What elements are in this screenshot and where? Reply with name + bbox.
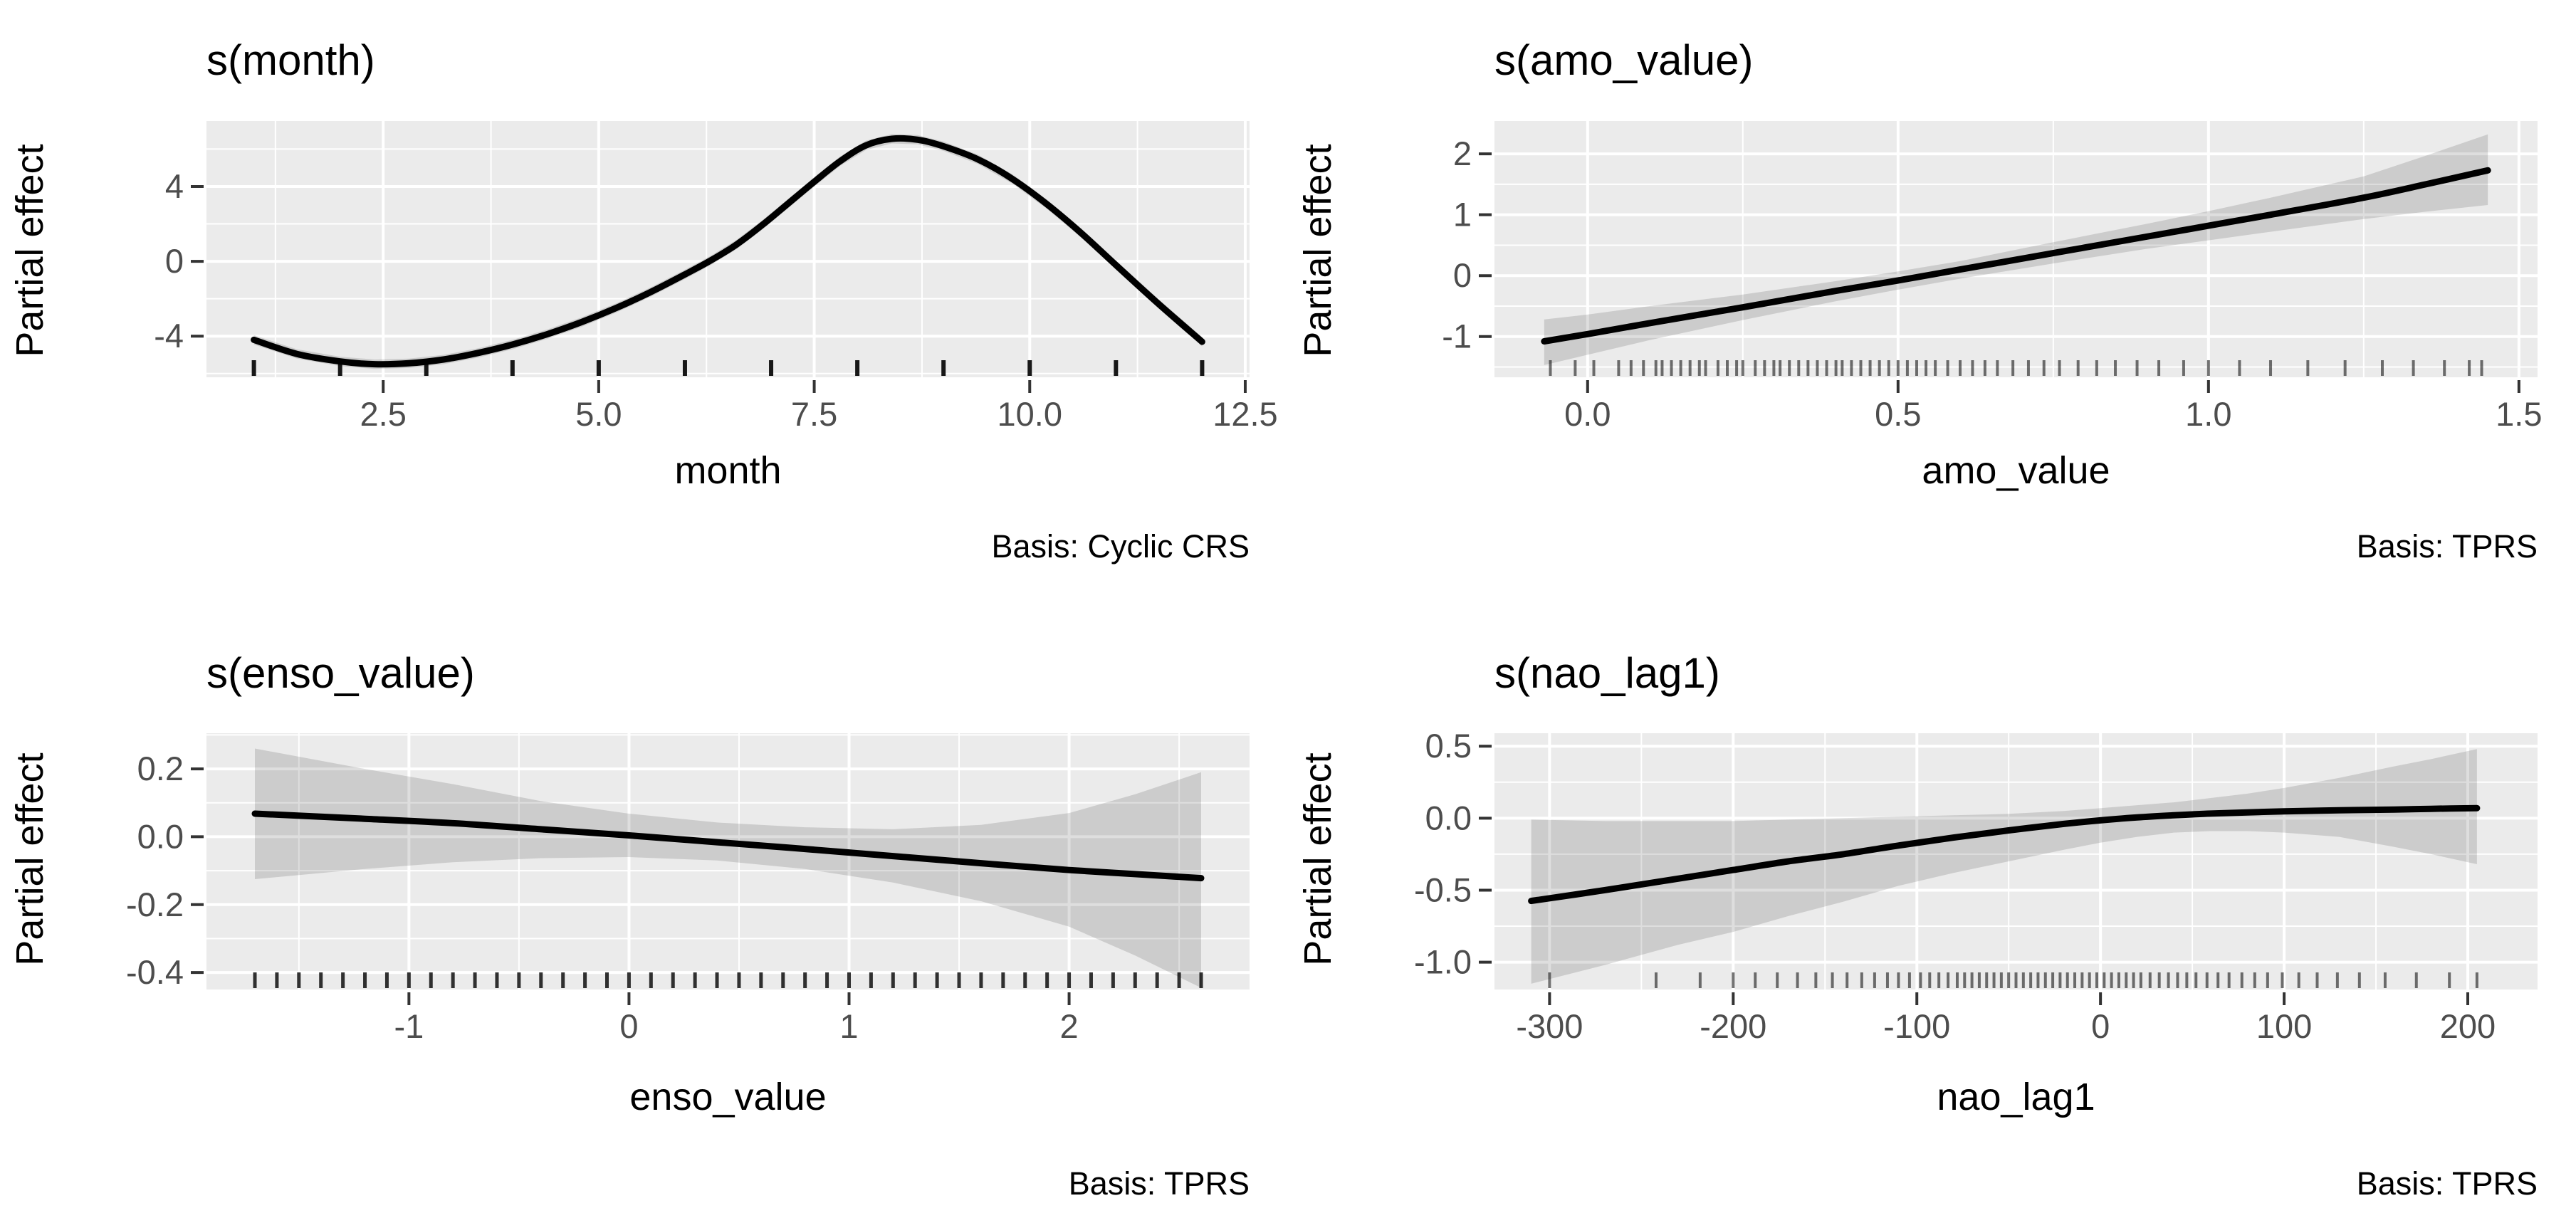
basis-caption: Basis: TPRS [1068,1165,1250,1202]
plot-title: s(nao_lag1) [1494,649,1720,697]
y-tick-label: -1.0 [1414,943,1472,981]
basis-caption: Basis: Cyclic CRS [991,528,1250,565]
confidence-ribbon [255,748,1201,988]
plot-title: s(amo_value) [1494,36,1754,84]
minor-gridlines [1494,733,2538,989]
minor-gridlines [206,121,1250,377]
x-tick-label: 10.0 [998,395,1062,433]
y-axis-ticks: -1.0 -0.5 0.0 0.5 [1414,727,1492,981]
y-tick-label: -0.2 [126,886,184,923]
y-tick-label: 2 [1453,135,1472,172]
y-axis-ticks: -4 0 4 [154,167,204,355]
x-tick-label: 7.5 [791,395,837,433]
y-tick-label: 0.0 [137,817,184,855]
x-axis-ticks: 0.0 0.5 1.0 1.5 [1564,380,2543,433]
y-tick-label: 0.0 [1425,799,1472,836]
smooth-estimate-line [1528,804,2481,905]
y-axis-ticks: -1 0 1 2 [1442,135,1492,355]
basis-caption: Basis: TPRS [2356,528,2538,565]
plot-title: s(enso_value) [206,649,475,697]
x-tick-label: 1.0 [2185,395,2231,433]
x-tick-label: -100 [1883,1007,1950,1045]
confidence-ribbon [1531,749,2477,984]
y-tick-label: 0 [1453,256,1472,294]
basis-caption: Basis: TPRS [2356,1165,2538,1202]
x-tick-label: -200 [1700,1007,1766,1045]
y-axis-label: Partial effect [9,144,51,357]
y-axis-ticks: -0.4 -0.2 0.0 0.2 [126,750,204,991]
y-tick-label: -0.5 [1414,871,1472,908]
smooth-estimate-line [1541,167,2491,345]
rug-marks [1549,360,2483,376]
major-gridlines [206,733,1250,989]
x-tick-label: 1.5 [2496,395,2542,433]
x-tick-label: 2 [1059,1007,1078,1045]
y-tick-label: 0.5 [1425,727,1472,765]
x-tick-label: 0 [2091,1007,2110,1045]
x-axis-label: month [674,449,782,492]
x-tick-label: 0 [619,1007,638,1045]
major-gridlines [1494,733,2538,989]
panel-s-amo-value: 0.0 0.5 1.0 1.5 -1 0 1 2 s(amo_value) Partial e… [1288,0,2576,609]
x-tick-label: 200 [2440,1007,2496,1045]
x-axis-ticks: -300 -200 -100 0 100 200 [1516,992,2496,1045]
x-tick-label: 5.0 [575,395,622,433]
panel-background [206,733,1250,989]
x-tick-label: 1 [839,1007,858,1045]
x-tick-label: 12.5 [1213,395,1277,433]
plot-title: s(month) [206,36,375,84]
confidence-ribbon [1544,134,2488,365]
smooth-estimate-line [251,810,1205,882]
x-tick-label: 0.0 [1564,395,1611,433]
s-month-plot-svg: 2.5 5.0 7.5 10.0 12.5 -4 0 4 [154,121,1278,433]
s-amo-value-plot-svg: 0.0 0.5 1.0 1.5 -1 0 1 2 [1442,121,2543,433]
rug-marks [1548,972,2478,988]
y-axis-label: Partial effect [1297,752,1339,966]
x-axis-label: amo_value [1922,449,2110,492]
x-tick-label: 2.5 [360,395,407,433]
rug-marks [253,972,1203,988]
major-gridlines [206,121,1250,377]
x-tick-label: 0.5 [1875,395,1921,433]
x-axis-label: nao_lag1 [1937,1076,2095,1118]
panel-s-month: 2.5 5.0 7.5 10.0 12.5 -4 0 4 s(month) Partial e… [0,0,1288,609]
minor-gridlines [1494,121,2538,377]
panel-s-enso-value: -1 0 1 2 -0.4 -0.2 0.0 0.2 s(enso_value) Partia… [0,609,1288,1217]
y-axis-label: Partial effect [9,752,51,966]
x-tick-label: -300 [1516,1007,1583,1045]
panel-s-nao-lag1: -300 -200 -100 0 100 200 -1.0 -0.5 0.0 0.5 s(nao_… [1288,609,2576,1217]
s-nao-lag1-plot-svg: -300 -200 -100 0 100 200 -1.0 -0.5 0.0 0.5 [1414,727,2538,1045]
y-tick-label: 0.2 [137,750,184,787]
x-axis-ticks: 2.5 5.0 7.5 10.0 12.5 [360,380,1278,433]
s-enso-value-plot-svg: -1 0 1 2 -0.4 -0.2 0.0 0.2 [126,733,1250,1045]
x-axis-ticks: -1 0 1 2 [394,992,1079,1045]
y-tick-label: -4 [154,317,184,355]
x-axis-label: enso_value [629,1076,827,1118]
y-axis-label: Partial effect [1297,144,1339,357]
y-tick-label: -1 [1442,317,1472,355]
smooth-estimate-line [251,135,1205,368]
y-tick-label: 1 [1453,196,1472,233]
y-tick-label: 4 [165,167,184,205]
x-tick-label: 100 [2256,1007,2312,1045]
x-tick-label: -1 [394,1007,424,1045]
panel-background [1494,733,2538,989]
y-tick-label: 0 [165,242,184,280]
y-tick-label: -0.4 [126,953,184,991]
